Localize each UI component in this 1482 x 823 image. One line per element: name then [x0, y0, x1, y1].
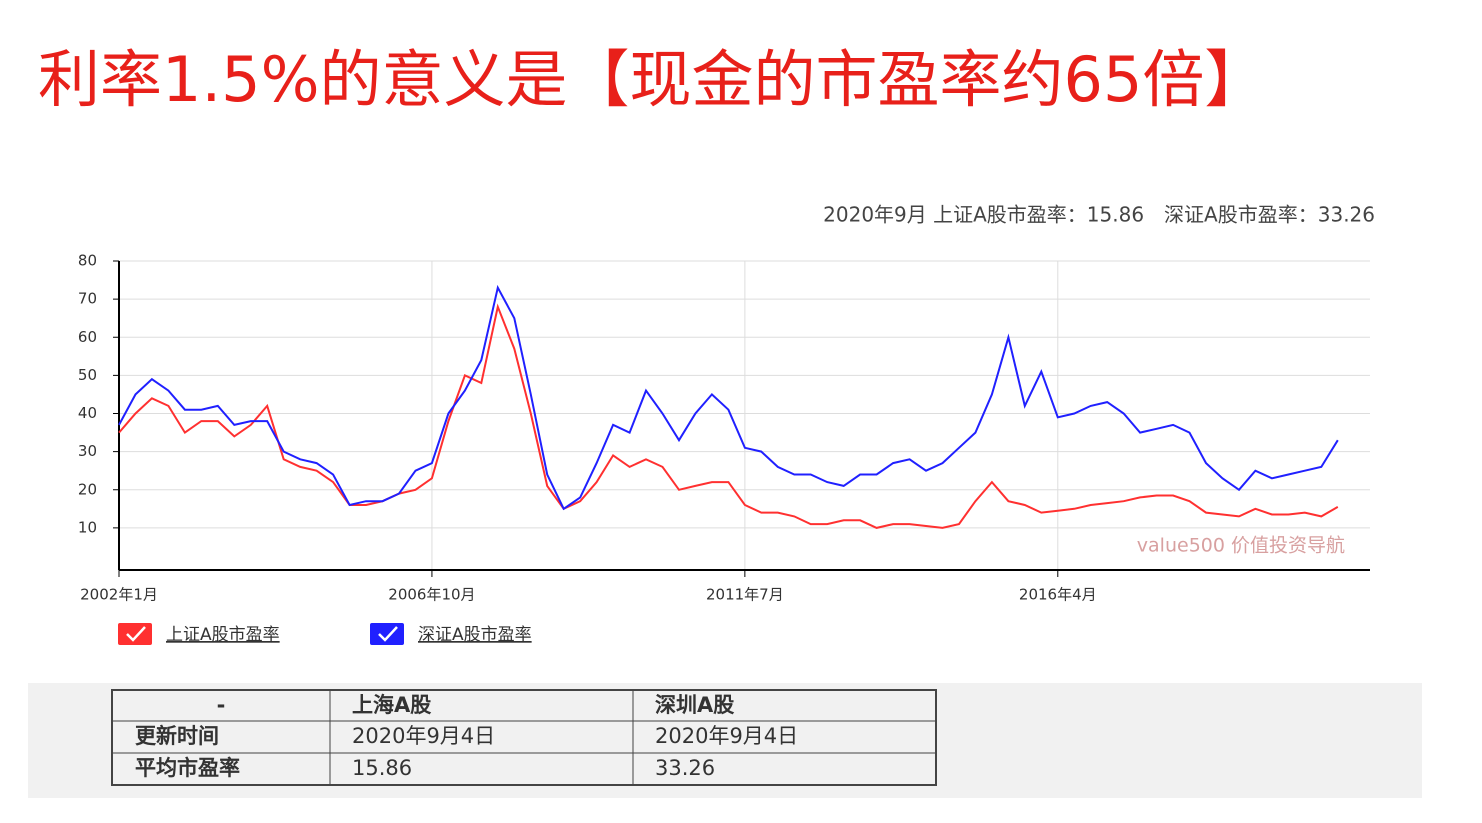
- table-cell: 15.86: [352, 756, 412, 780]
- y-tick-label: 60: [78, 328, 97, 346]
- y-tick-label: 10: [78, 518, 97, 536]
- annotation: 2020年9月 上证A股市盈率：15.86 深证A股市盈率：33.26: [823, 203, 1375, 227]
- legend-check: [378, 626, 398, 642]
- table-header: 上海A股: [352, 693, 431, 717]
- x-tick-label: 2016年4月: [1019, 586, 1097, 604]
- table-cell: 2020年9月4日: [352, 724, 495, 748]
- y-tick-label: 40: [78, 404, 97, 422]
- series-line: [118, 284, 1339, 511]
- table-cell: 2020年9月4日: [655, 724, 798, 748]
- table-cell: 平均市盈率: [135, 756, 240, 780]
- x-tick-label: 2002年1月: [80, 586, 158, 604]
- x-tick-label: 2011年7月: [706, 586, 784, 604]
- table-bg: [28, 683, 1422, 798]
- table-border: [111, 689, 937, 786]
- legend-swatch: [370, 623, 404, 645]
- table-header: -: [217, 693, 226, 717]
- y-tick-label: 20: [78, 480, 97, 498]
- table-cell: 33.26: [655, 756, 715, 780]
- y-tick-label: 50: [78, 366, 97, 384]
- x-tick-label: 2006年10月: [388, 586, 475, 604]
- series-line: [118, 303, 1339, 529]
- watermark: value500 价值投资导航: [1137, 535, 1345, 557]
- slide-title: 利率1.5%的意义是【现金的市盈率约65倍】: [38, 43, 1266, 116]
- y-tick-label: 30: [78, 442, 97, 460]
- y-tick-label: 70: [78, 290, 97, 308]
- legend-label: 深证A股市盈率: [418, 625, 532, 645]
- y-tick-label: 80: [78, 252, 97, 270]
- table-header: 深圳A股: [655, 693, 734, 717]
- table-cell: 更新时间: [135, 724, 219, 748]
- legend-label: 上证A股市盈率: [166, 625, 280, 645]
- legend-check: [126, 626, 146, 642]
- legend-swatch: [118, 623, 152, 645]
